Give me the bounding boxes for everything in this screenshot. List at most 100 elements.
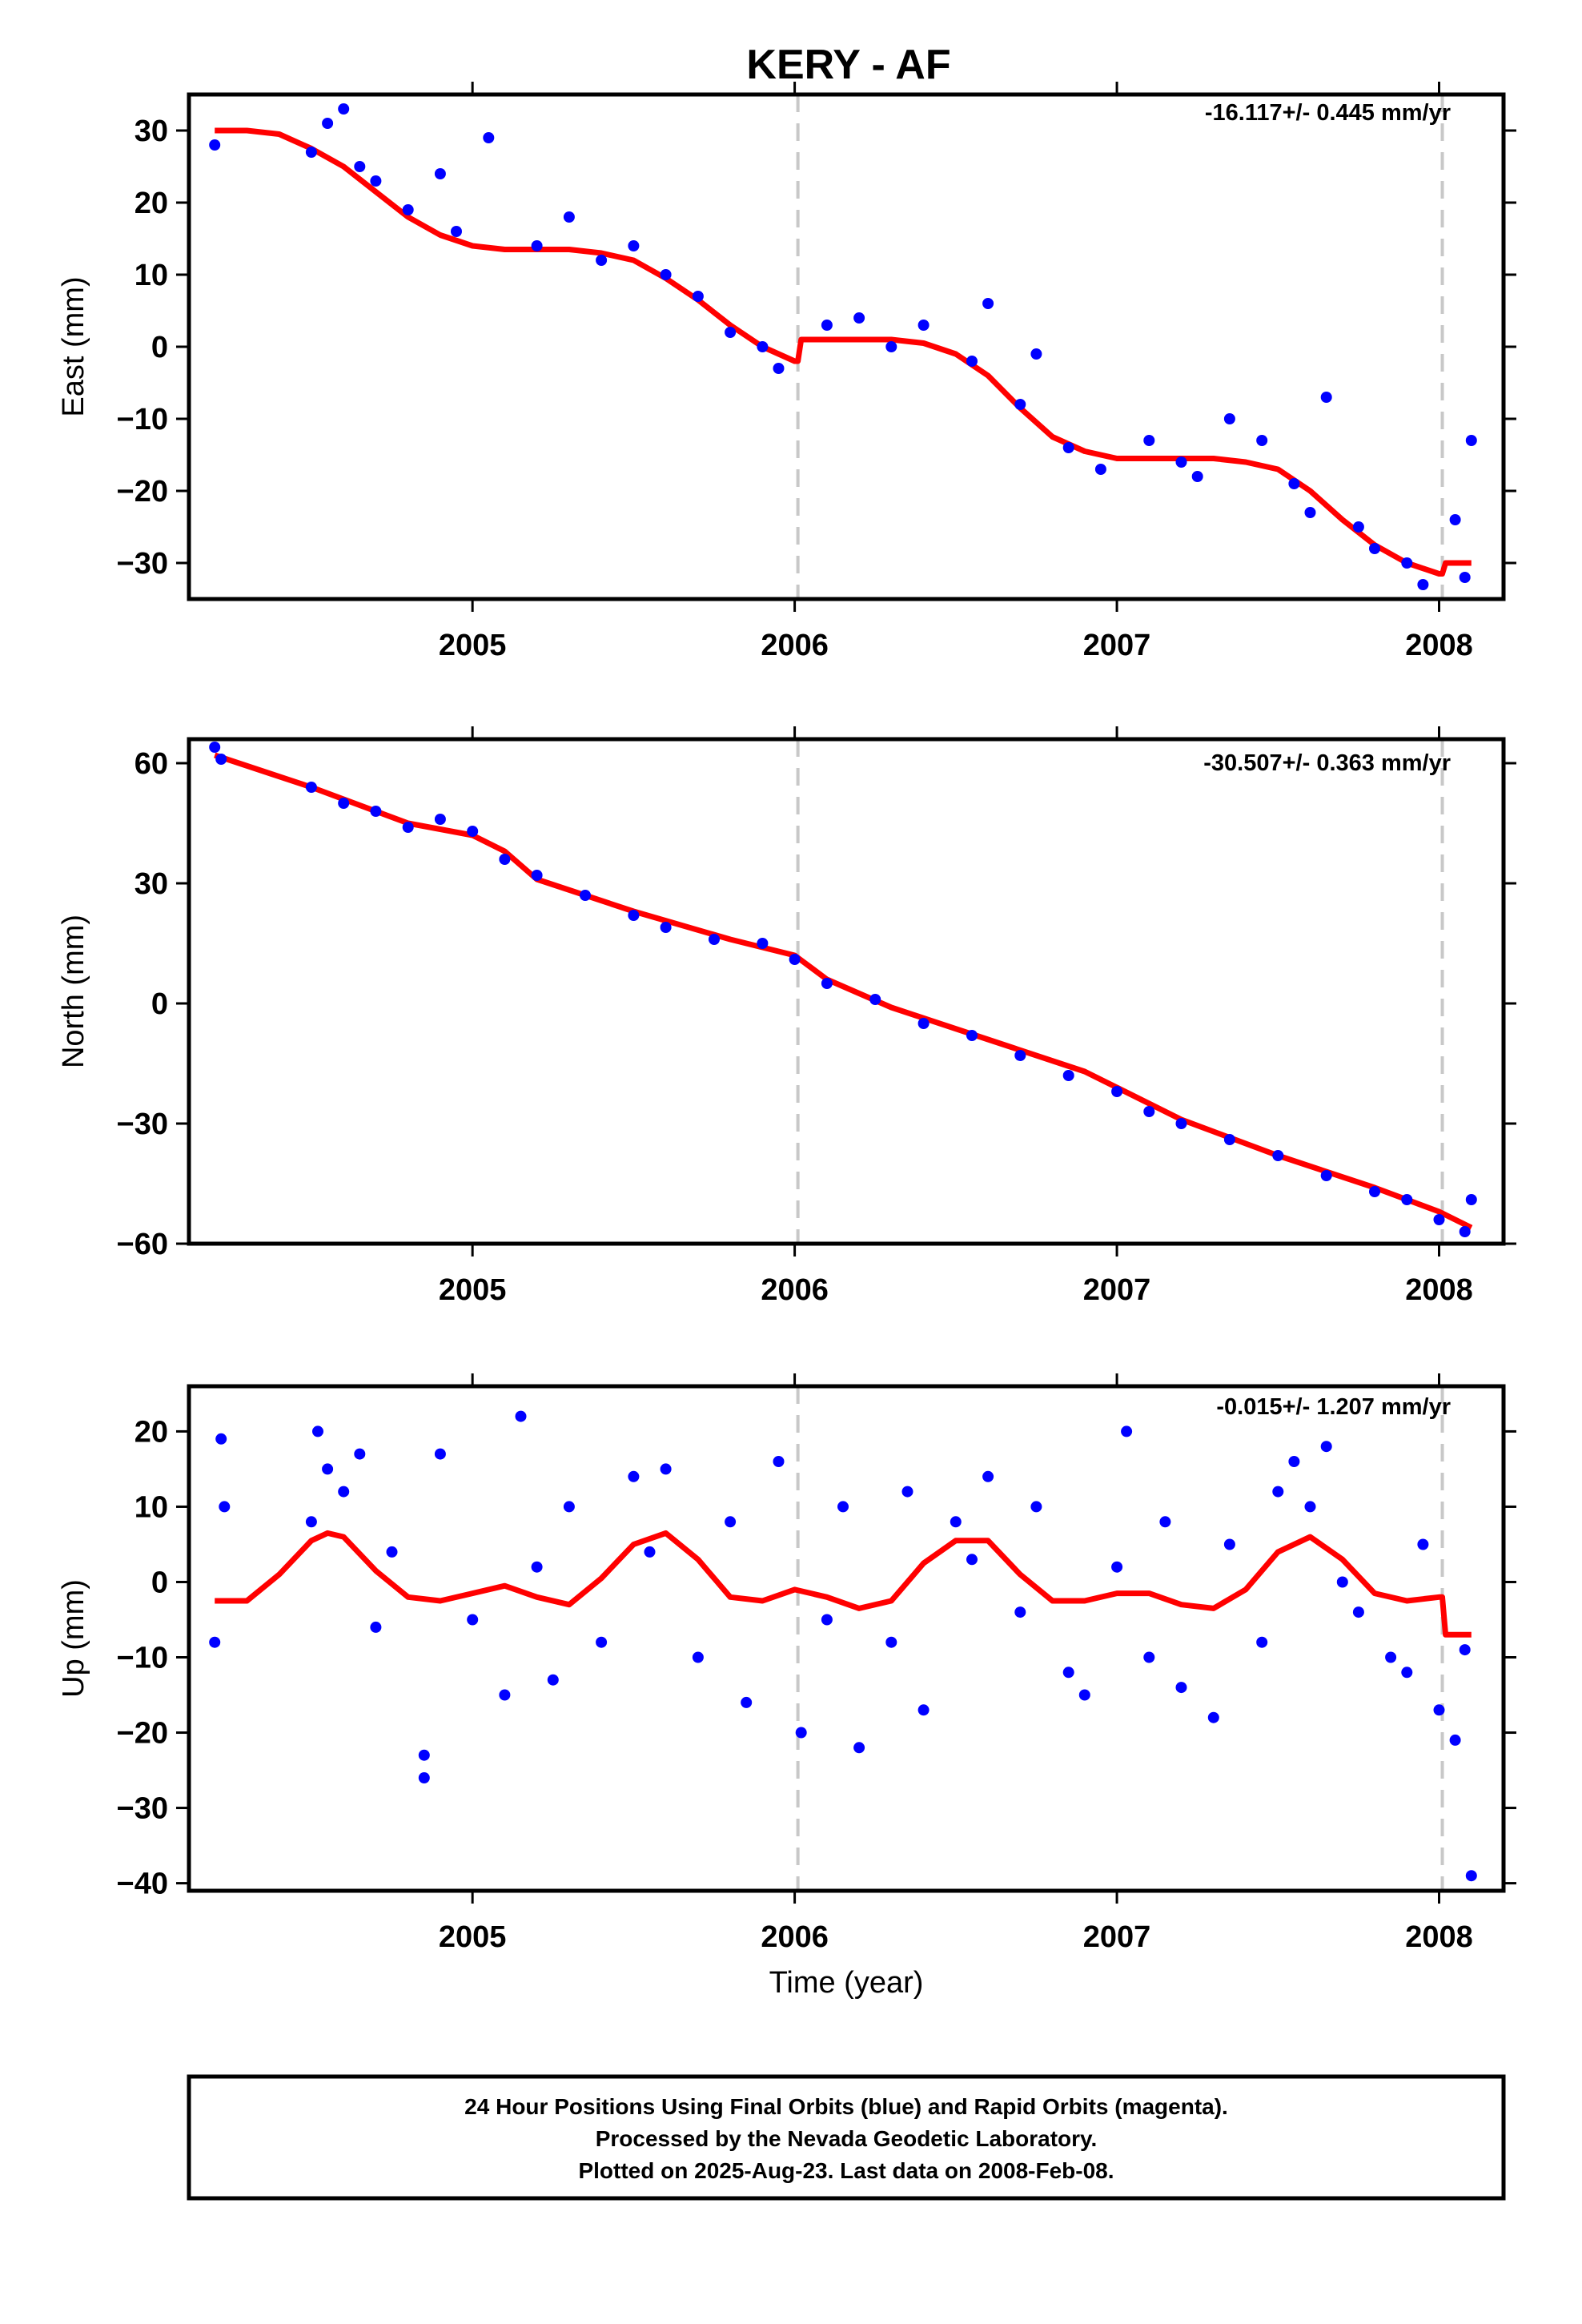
up-point-5 [322,1463,334,1475]
east-point-23 [966,356,978,367]
up-point-27 [795,1727,807,1739]
east-y-tick-label-2: 10 [135,259,168,292]
up-point-20 [628,1470,640,1482]
north-point-25 [1223,1134,1235,1145]
up-y-tick-label-4: −20 [117,1717,168,1751]
east-point-6 [402,204,414,215]
north-y-tick-label-3: −30 [117,1108,168,1141]
up-points-layer [209,1410,1477,1882]
north-point-7 [467,826,479,837]
north-point-32 [1465,1194,1477,1205]
east-y-tick-label-4: −10 [117,403,168,436]
up-rate-label: -0.015+/- 1.207 mm/yr [1216,1394,1451,1420]
up-point-32 [901,1486,913,1498]
up-y-axis-label: Up (mm) [57,1579,90,1698]
up-point-55 [1385,1651,1397,1663]
north-point-1 [215,754,227,765]
east-point-29 [1143,435,1155,446]
east-point-43 [1465,435,1477,446]
up-point-19 [596,1636,608,1648]
north-point-30 [1433,1214,1445,1225]
north-y-tick-label-0: 60 [135,747,168,781]
east-point-2 [322,118,334,129]
caption-line-2: Processed by the Nevada Geodetic Laborat… [596,2126,1098,2151]
east-x-tick-label-1: 2006 [761,629,829,662]
up-point-8 [370,1621,382,1633]
up-fit-layer [215,1530,1472,1638]
north-point-2 [305,782,317,793]
up-point-58 [1433,1704,1445,1716]
up-point-14 [499,1689,511,1701]
north-point-0 [209,742,221,753]
up-plot-frame [187,1384,1506,1893]
east-fit-layer [215,127,1472,577]
east-point-38 [1369,543,1380,554]
north-plot-frame [187,737,1506,1246]
up-point-9 [386,1546,398,1558]
north-y-tick-label-4: −60 [117,1228,168,1261]
east-point-41 [1449,514,1461,525]
up-point-42 [1121,1425,1133,1437]
up-point-28 [821,1614,833,1626]
caption-line-3: Plotted on 2025-Aug-23. Last data on 200… [578,2158,1114,2183]
up-point-34 [950,1516,962,1528]
east-point-35 [1304,507,1316,518]
north-point-22 [1111,1086,1123,1097]
east-y-tick-label-3: 0 [151,331,168,364]
north-point-20 [1014,1050,1026,1061]
up-point-49 [1272,1486,1284,1498]
up-point-59 [1449,1734,1461,1746]
east-point-3 [338,103,350,115]
east-y-tick-label-6: −30 [117,547,168,581]
up-point-29 [837,1501,849,1513]
caption-line-1: 24 Hour Positions Using Final Orbits (bl… [464,2094,1228,2119]
north-point-27 [1320,1170,1332,1181]
east-point-17 [757,341,769,352]
east-point-14 [660,269,672,280]
north-points-layer [209,742,1477,1237]
east-point-36 [1320,392,1332,403]
up-point-51 [1304,1501,1316,1513]
north-point-9 [531,870,543,881]
north-y-tick-label-1: 30 [135,867,168,901]
up-y-tick-label-0: 20 [135,1415,168,1449]
east-point-15 [692,291,704,302]
east-point-22 [917,320,930,331]
north-point-12 [660,922,672,933]
north-point-23 [1143,1106,1155,1117]
north-point-6 [434,814,446,825]
up-point-30 [853,1742,865,1754]
up-axis-layer: 20 10 0 −10 −20 −30 −40 2005 2006 2007 2008 [117,1373,1516,1954]
up-point-16 [531,1561,543,1573]
caption-box: 24 Hour Positions Using Final Orbits (bl… [187,2074,1506,2201]
east-point-13 [628,240,640,251]
north-grid-layer [796,739,1444,1244]
east-points-layer [209,103,1477,590]
up-point-11 [418,1772,430,1783]
north-point-15 [789,954,801,965]
up-point-24 [725,1516,737,1528]
up-point-35 [966,1554,978,1566]
up-point-57 [1417,1538,1429,1550]
up-point-6 [338,1486,350,1498]
up-point-50 [1288,1456,1300,1467]
east-point-7 [434,168,446,179]
east-x-tick-label-2: 2007 [1083,629,1151,662]
up-point-38 [1030,1501,1042,1513]
east-point-28 [1094,464,1106,475]
north-point-4 [370,806,382,817]
east-y-tick-label-5: −20 [117,475,168,509]
north-point-14 [757,938,769,949]
north-x-tick-label-1: 2006 [761,1273,829,1307]
east-point-9 [483,132,495,143]
east-rate-label: -16.117+/- 0.445 mm/yr [1205,100,1451,126]
east-point-32 [1223,413,1235,424]
up-point-1 [215,1433,227,1445]
east-y-tick-label-0: 30 [135,115,168,148]
east-point-30 [1175,456,1187,468]
panel-up: 20 10 0 −10 −20 −30 −40 2005 2006 2007 2008 -0.015… [57,1373,1516,1954]
up-point-46 [1207,1711,1219,1723]
up-point-36 [982,1470,994,1482]
up-point-43 [1143,1651,1155,1663]
east-point-39 [1401,557,1413,569]
